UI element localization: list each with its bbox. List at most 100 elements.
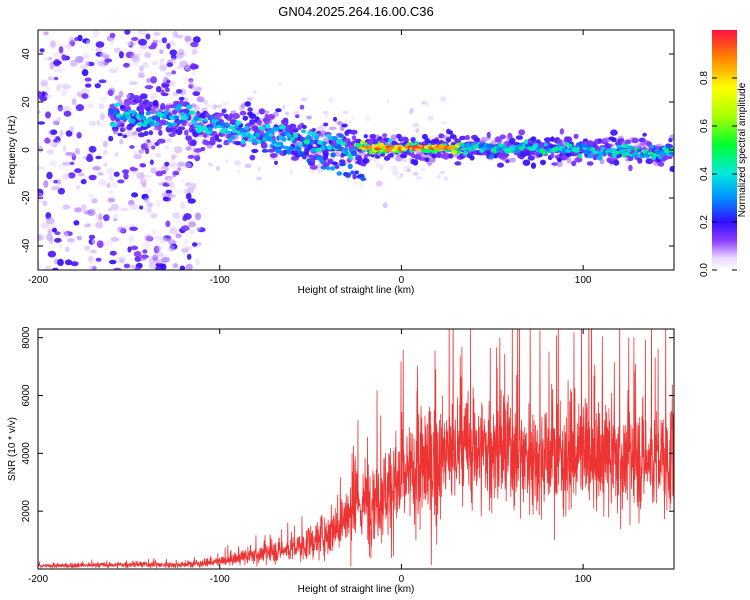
heatmap-cell <box>62 145 67 152</box>
heatmap-cell <box>57 241 63 249</box>
heatmap-cell <box>174 189 183 194</box>
heatmap-cell <box>144 197 149 203</box>
heatmap-cell <box>155 266 162 270</box>
heatmap-cell <box>223 101 229 106</box>
x-tick-label: 100 <box>575 574 592 585</box>
spectrogram-y-ticks: -40 -20 0 20 40 <box>21 48 674 253</box>
heatmap-cell <box>571 160 577 167</box>
heatmap-cell <box>325 166 331 171</box>
heatmap-cell <box>124 30 131 35</box>
heatmap-cell <box>83 210 93 215</box>
heatmap-cell <box>297 143 304 147</box>
heatmap-cell <box>559 128 565 135</box>
heatmap-cell <box>200 146 206 152</box>
heatmap-cell <box>216 144 223 149</box>
heatmap-cell <box>46 149 54 155</box>
heatmap-cell <box>197 242 202 246</box>
heatmap-cell <box>196 110 201 116</box>
heatmap-cell <box>170 159 176 167</box>
heatmap-cell <box>185 135 192 141</box>
figure-title: GN04.2025.264.16.00.C36 <box>278 4 433 19</box>
heatmap-cell <box>129 94 134 100</box>
heatmap-cell <box>518 129 526 136</box>
heatmap-cell <box>229 113 234 119</box>
heatmap-cell <box>344 177 351 183</box>
heatmap-cell <box>248 113 257 119</box>
heatmap-cell <box>48 237 54 244</box>
heatmap-cell <box>448 130 454 135</box>
heatmap-cell <box>306 115 312 120</box>
heatmap-cell <box>190 41 199 48</box>
heatmap-cell <box>574 157 583 163</box>
heatmap-cell <box>311 127 317 132</box>
heatmap-cell <box>188 79 194 86</box>
heatmap-cell <box>166 43 171 50</box>
heatmap-cell <box>123 100 131 107</box>
heatmap-cell <box>550 136 555 142</box>
heatmap-cell <box>322 162 330 168</box>
heatmap-cell <box>166 79 171 84</box>
heatmap-cell <box>58 46 64 54</box>
heatmap-cell <box>144 234 153 242</box>
heatmap-cell <box>168 244 175 252</box>
heatmap-cell <box>669 134 674 140</box>
heatmap-cell <box>38 109 41 114</box>
heatmap-cell <box>45 111 51 119</box>
heatmap-cell <box>167 123 172 129</box>
heatmap-cell <box>185 113 190 117</box>
heatmap-cell <box>211 118 217 124</box>
heatmap-cell <box>110 236 120 242</box>
heatmap-cell <box>213 104 217 110</box>
heatmap-cell <box>443 175 449 182</box>
heatmap-cell <box>275 108 282 113</box>
heatmap-cell <box>310 147 317 153</box>
heatmap-cell <box>117 226 126 233</box>
heatmap-cell <box>191 49 198 55</box>
heatmap-cell <box>136 122 144 127</box>
heatmap-cell <box>324 113 329 119</box>
heatmap-cell <box>164 161 170 167</box>
heatmap-cell <box>278 124 287 130</box>
heatmap-cell <box>239 127 244 133</box>
heatmap-cell <box>309 164 318 170</box>
snr-x-ticks: -200 -100 0 100 <box>28 329 592 585</box>
snr-y-ticks: 2000 4000 6000 8000 <box>21 326 674 522</box>
heatmap-cell <box>597 138 602 144</box>
heatmap-cell <box>480 136 488 144</box>
heatmap-cell <box>362 158 370 164</box>
heatmap-cell <box>65 43 72 50</box>
heatmap-cell <box>145 111 151 116</box>
heatmap-cell <box>184 129 189 136</box>
heatmap-cell <box>155 86 162 93</box>
heatmap-cell <box>193 115 198 122</box>
heatmap-cell <box>424 101 430 107</box>
heatmap-cell <box>302 155 307 160</box>
heatmap-cell <box>152 99 159 107</box>
heatmap-cell <box>195 226 201 231</box>
heatmap-cell <box>160 263 167 270</box>
heatmap-cell <box>129 226 139 231</box>
heatmap-cell <box>84 245 91 251</box>
heatmap-cell <box>665 145 672 149</box>
heatmap-cell <box>473 137 481 142</box>
heatmap-cell <box>148 262 157 269</box>
heatmap-cell <box>364 115 371 122</box>
heatmap-cell <box>295 114 300 119</box>
heatmap-cell <box>323 110 329 115</box>
heatmap-cell <box>169 49 178 56</box>
heatmap-cell <box>110 203 119 211</box>
heatmap-cell <box>183 213 192 220</box>
heatmap-cell <box>133 154 142 160</box>
heatmap-cell <box>242 115 249 121</box>
heatmap-cell <box>95 213 101 220</box>
heatmap-cell <box>192 83 198 90</box>
heatmap-cell <box>65 130 73 137</box>
heatmap-cell <box>177 161 185 167</box>
heatmap-cell <box>106 239 113 247</box>
heatmap-cell <box>172 173 177 178</box>
heatmap-cell <box>107 89 114 97</box>
heatmap-cell <box>610 129 618 136</box>
heatmap-cell <box>92 166 101 171</box>
colorbar-tick-label: 0.6 <box>699 119 710 133</box>
heatmap-cell <box>496 147 501 153</box>
